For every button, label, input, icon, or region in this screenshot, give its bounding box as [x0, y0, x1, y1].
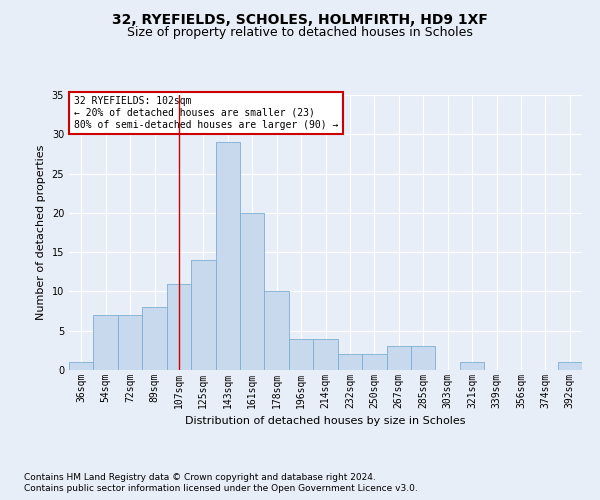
Bar: [460, 362, 484, 370]
Y-axis label: Number of detached properties: Number of detached properties: [36, 145, 46, 320]
Bar: [167, 284, 191, 370]
Bar: [191, 260, 215, 370]
Bar: [94, 315, 118, 370]
Bar: [411, 346, 436, 370]
Text: 32 RYEFIELDS: 102sqm
← 20% of detached houses are smaller (23)
80% of semi-detac: 32 RYEFIELDS: 102sqm ← 20% of detached h…: [74, 96, 338, 130]
Bar: [240, 213, 265, 370]
Bar: [338, 354, 362, 370]
Bar: [362, 354, 386, 370]
Text: Size of property relative to detached houses in Scholes: Size of property relative to detached ho…: [127, 26, 473, 39]
Bar: [265, 292, 289, 370]
Bar: [289, 338, 313, 370]
Text: 32, RYEFIELDS, SCHOLES, HOLMFIRTH, HD9 1XF: 32, RYEFIELDS, SCHOLES, HOLMFIRTH, HD9 1…: [112, 12, 488, 26]
Text: Contains public sector information licensed under the Open Government Licence v3: Contains public sector information licen…: [24, 484, 418, 493]
Bar: [557, 362, 582, 370]
Bar: [142, 307, 167, 370]
Bar: [313, 338, 338, 370]
Text: Contains HM Land Registry data © Crown copyright and database right 2024.: Contains HM Land Registry data © Crown c…: [24, 472, 376, 482]
Bar: [69, 362, 94, 370]
X-axis label: Distribution of detached houses by size in Scholes: Distribution of detached houses by size …: [185, 416, 466, 426]
Bar: [118, 315, 142, 370]
Bar: [215, 142, 240, 370]
Bar: [386, 346, 411, 370]
